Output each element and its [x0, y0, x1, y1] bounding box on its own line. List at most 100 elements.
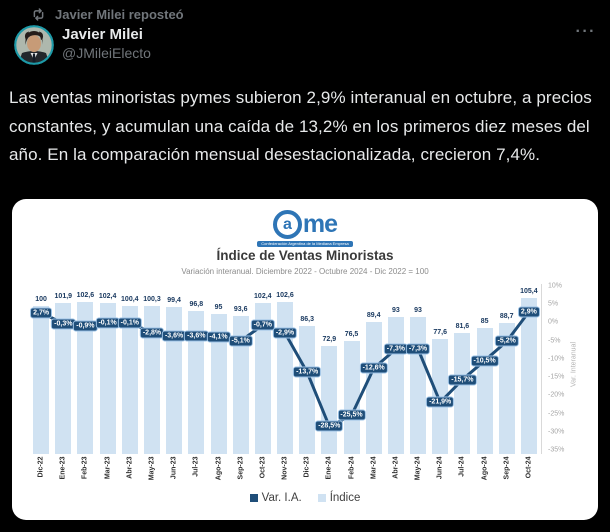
index-bar — [498, 322, 515, 454]
x-tick-label: May-24 — [414, 456, 422, 481]
legend-swatch-bar — [317, 494, 326, 502]
index-value-label: 86,3 — [300, 316, 314, 324]
x-tick-label: Oct-23 — [259, 456, 267, 479]
chart-title: Índice de Ventas Minoristas — [216, 248, 394, 263]
index-value-label: 77,6 — [433, 329, 447, 337]
user-handle[interactable]: @JMileiElecto — [62, 45, 151, 61]
chart-subtitle: Variación interanual. Diciembre 2022 - O… — [181, 267, 429, 276]
index-value-label: 93,6 — [233, 305, 248, 313]
var-ia-data-label: -13,7% — [293, 366, 322, 378]
var-ia-data-label: -0,1% — [117, 317, 142, 329]
index-bar — [520, 298, 537, 454]
display-name[interactable]: Javier Milei — [62, 26, 143, 43]
right-axis-tick: -25% — [548, 410, 565, 418]
var-ia-data-label: -0,1% — [95, 317, 120, 329]
index-value-label: 93 — [414, 306, 422, 314]
right-axis-tick: 10% — [548, 282, 563, 290]
var-ia-data-label: 2,9% — [517, 306, 540, 318]
legend-item-var-ia: Var. I.A. — [249, 492, 302, 504]
right-axis-tick: -15% — [548, 373, 565, 381]
index-bar — [343, 340, 360, 454]
right-axis-tick: 5% — [548, 300, 559, 308]
right-axis-tick: -20% — [548, 391, 565, 399]
x-tick-label: Abr-24 — [392, 456, 400, 479]
var-ia-data-label: -7,3% — [405, 343, 431, 355]
x-tick-label: Dic-23 — [303, 456, 311, 478]
right-axis-title: Var. Interanual — [570, 342, 578, 388]
came-logo-c-icon: a — [272, 210, 302, 239]
var-ia-data-label: -10,5% — [470, 355, 499, 367]
came-wordmark: a me — [272, 210, 338, 239]
x-tick-label: Jul-23 — [192, 456, 200, 477]
x-tick-label: Feb-23 — [81, 456, 89, 480]
var-ia-data-label: -4,1% — [206, 331, 231, 343]
plot-area: 100 101,9 102,6 102,4 100,4 100,3 99,4 96,8 95 93… — [30, 284, 540, 454]
var-ia-data-label: -3,6% — [161, 330, 187, 342]
index-value-label: 72,9 — [322, 336, 337, 344]
index-value-label: 102,6 — [76, 292, 95, 300]
chart-legend: Var. I.A. Índice — [12, 492, 598, 504]
avatar[interactable] — [14, 25, 54, 65]
x-tick-label: May-23 — [148, 456, 156, 481]
index-value-label: 76,5 — [344, 330, 359, 338]
index-value-label: 100,3 — [143, 295, 161, 303]
index-bar — [33, 306, 50, 454]
var-ia-data-label: -0,3% — [51, 318, 76, 329]
right-axis-tick: -5% — [548, 337, 561, 345]
var-ia-data-label: -28,5% — [315, 420, 344, 432]
index-value-label: 88,7 — [499, 312, 514, 320]
repost-banner: Javier Milei reposteó — [31, 7, 184, 22]
more-menu-button[interactable]: ··· — [575, 23, 596, 40]
index-bar — [210, 313, 227, 454]
right-axis: 10% 5% 0% -5% -10% -15% -20% -25% -30% -35% — [541, 282, 586, 454]
index-bar — [299, 326, 316, 454]
var-ia-data-label: -2,9% — [272, 327, 298, 339]
index-value-label: 95 — [214, 303, 223, 311]
index-bar — [55, 303, 72, 454]
tweet-text: Las ventas minoristas pymes subieron 2,9… — [9, 88, 592, 164]
right-axis-tick: -10% — [548, 355, 565, 363]
retweet-icon — [33, 8, 44, 21]
var-ia-data-label: -2,8% — [139, 327, 165, 339]
right-axis-tick: 0% — [548, 318, 559, 326]
x-tick-label: Jul-24 — [458, 456, 466, 477]
var-ia-data-label: -21,9% — [426, 396, 455, 408]
user-names[interactable]: Javier Milei @JMileiElecto — [62, 25, 151, 63]
came-tagline: Confederación Argentina de la Mediana Em… — [257, 241, 353, 247]
index-value-label: 101,9 — [54, 293, 73, 301]
index-value-label: 93 — [391, 306, 400, 314]
var-ia-data-label: -25,5% — [337, 409, 366, 421]
x-tick-label: Ene-23 — [59, 456, 67, 480]
right-axis-tick: -30% — [548, 428, 565, 436]
x-tick-label: Ago-24 — [481, 456, 489, 481]
index-value-label: 99,4 — [167, 297, 181, 305]
x-tick-label: Ene-24 — [325, 456, 333, 480]
x-tick-label: Oct-24 — [525, 456, 533, 479]
index-bar — [166, 307, 183, 454]
index-value-label: 102,6 — [276, 292, 294, 300]
x-tick-label: Ago-23 — [215, 456, 222, 481]
var-ia-data-label: -0,9% — [73, 320, 98, 332]
x-tick-label: Sep-24 — [503, 456, 511, 480]
avatar-photo — [14, 25, 54, 65]
legend-swatch-line — [249, 494, 258, 502]
var-ia-data-label: 2,7% — [30, 307, 53, 319]
index-value-label: 85 — [480, 318, 489, 326]
index-value-label: 100,4 — [121, 295, 139, 303]
index-value-label: 102,4 — [98, 292, 117, 300]
var-ia-data-label: -0,7% — [250, 319, 275, 331]
index-value-label: 81,6 — [455, 323, 470, 331]
var-ia-data-label: -5,2% — [494, 335, 519, 347]
repost-label: Javier Milei reposteó — [55, 7, 184, 22]
index-bar — [99, 302, 116, 454]
legend-item-indice: Índice — [317, 492, 360, 504]
index-bar — [144, 305, 160, 454]
came-logo: a me Confederación Argentina de la Media… — [12, 210, 598, 247]
chart-image[interactable]: a me Confederación Argentina de la Media… — [12, 199, 598, 520]
index-bar — [432, 339, 449, 454]
var-ia-data-label: -12,6% — [359, 362, 388, 374]
var-ia-data-label: -3,6% — [184, 330, 209, 342]
index-bar — [454, 333, 471, 454]
index-value-label: 105,4 — [520, 288, 538, 296]
x-tick-label: Jun-24 — [436, 456, 444, 480]
